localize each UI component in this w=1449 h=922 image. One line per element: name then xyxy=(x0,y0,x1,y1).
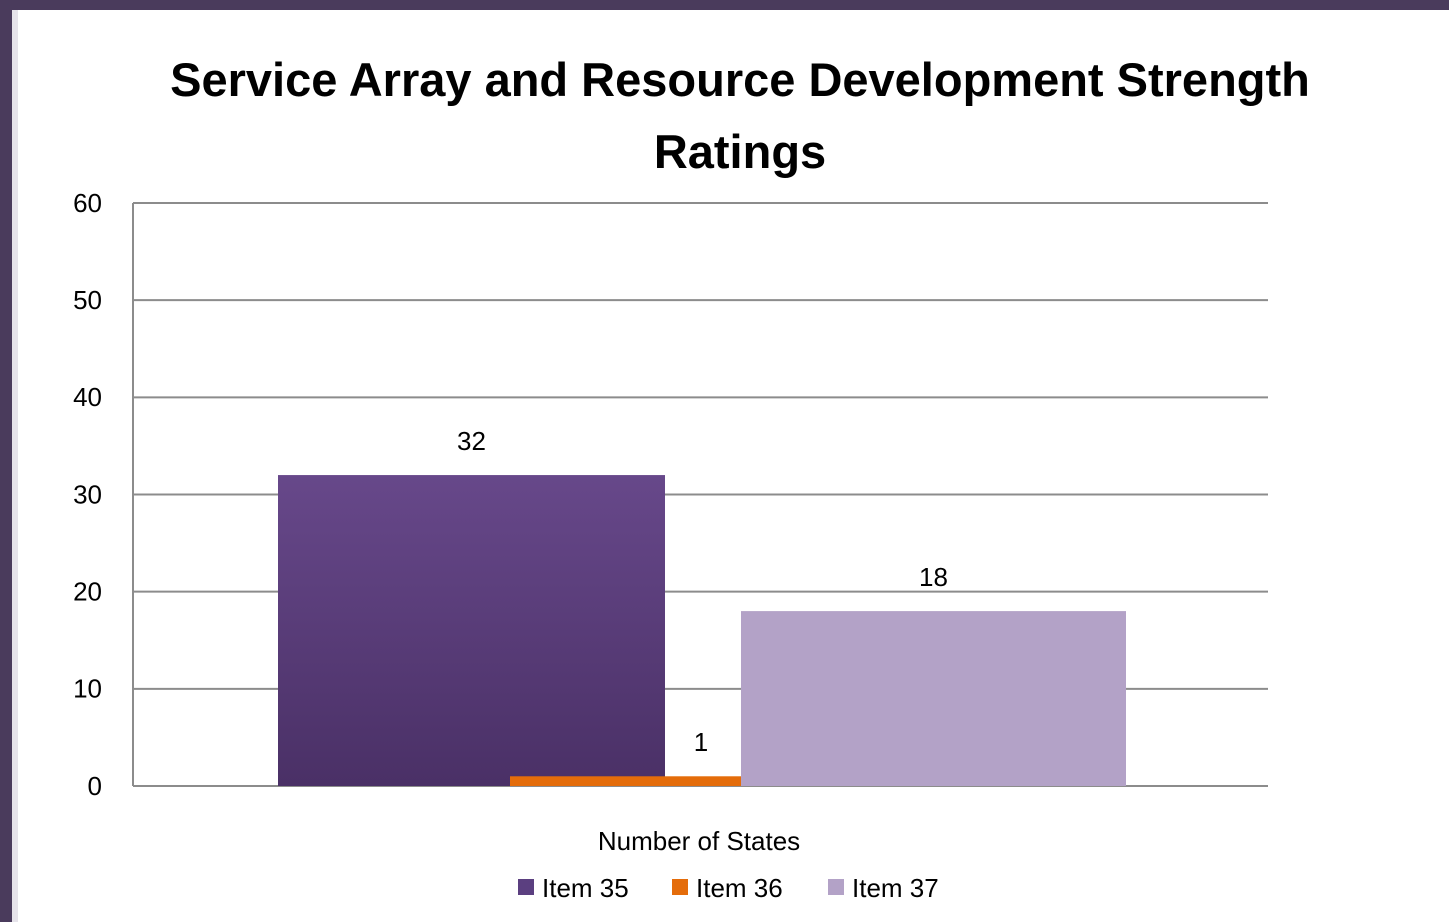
y-tick-label: 30 xyxy=(73,479,102,509)
legend-label: Item 36 xyxy=(696,873,783,903)
data-label: 18 xyxy=(919,562,948,592)
bar xyxy=(510,776,741,786)
frame-shadow xyxy=(12,10,18,922)
legend-swatch xyxy=(828,879,844,895)
chart-title: Service Array and Resource Development S… xyxy=(170,53,1310,178)
data-label: 1 xyxy=(694,727,708,757)
y-tick-label: 20 xyxy=(73,577,102,607)
y-tick-label: 10 xyxy=(73,674,102,704)
frame-border xyxy=(0,0,1449,10)
y-tick-label: 60 xyxy=(73,188,102,218)
y-tick-label: 40 xyxy=(73,382,102,412)
legend-swatch xyxy=(518,879,534,895)
bar xyxy=(741,611,1126,786)
x-tick-label: Number of States xyxy=(598,826,800,856)
frame-border xyxy=(0,0,12,922)
y-tick-label: 0 xyxy=(88,771,102,801)
data-label: 32 xyxy=(457,426,486,456)
y-tick-label: 50 xyxy=(73,285,102,315)
legend-label: Item 37 xyxy=(852,873,939,903)
bar xyxy=(278,475,665,786)
legend-swatch xyxy=(672,879,688,895)
legend-label: Item 35 xyxy=(542,873,629,903)
